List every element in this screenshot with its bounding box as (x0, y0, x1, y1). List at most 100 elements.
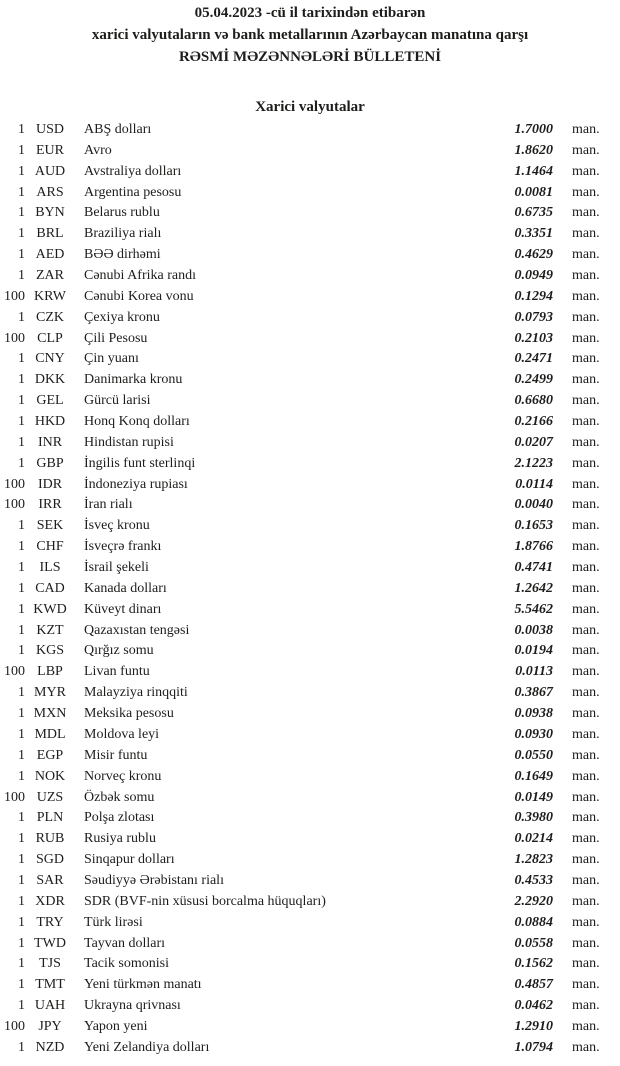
currency-rate: 1.0794 (514, 1039, 554, 1055)
currency-code: TRY (36, 914, 64, 930)
currency-code: SEK (36, 518, 64, 534)
currency-quantity: 1 (18, 455, 25, 471)
currency-rate: 0.0114 (515, 476, 553, 492)
currency-unit: man. (572, 372, 600, 388)
currency-unit: man. (572, 956, 600, 972)
currency-unit: man. (572, 580, 600, 596)
currency-quantity: 100 (4, 497, 25, 513)
currency-quantity: 1 (18, 122, 25, 137)
currency-code: CAD (35, 580, 65, 596)
currency-name: Malayziya rinqqiti (84, 685, 188, 701)
currency-code: DKK (34, 372, 66, 388)
currency-unit: man. (572, 685, 600, 701)
currency-rate: 0.1562 (514, 956, 554, 972)
bulletin-title: RƏSMİ MƏZƏNNƏLƏRİ BÜLLETENİ (178, 49, 442, 65)
currency-code: PLN (36, 810, 64, 826)
currency-name: Yapon yeni (84, 1018, 148, 1034)
table-row: 1 MDL Moldova leyi 0.0930 man. (0, 725, 612, 746)
currency-unit: man. (572, 831, 600, 847)
currency-quantity: 1 (18, 977, 25, 993)
bulletin-header: 05.04.2023 -cü il tarixindən etibarən xa… (0, 0, 620, 68)
table-row: 1 GEL Gürcü larisi 0.6680 man. (0, 391, 612, 412)
currency-name: Çexiya kronu (84, 309, 160, 325)
currency-code: EGP (36, 747, 64, 763)
table-row: 1 CNY Çin yuanı 0.2471 man. (0, 349, 612, 370)
currency-unit: man. (572, 768, 600, 784)
currency-name: Qazaxıstan tengəsi (84, 622, 190, 638)
currency-quantity: 1 (18, 268, 25, 284)
currency-unit: man. (572, 288, 600, 304)
currency-rate: 0.4533 (514, 872, 554, 888)
currency-rate: 0.1294 (514, 288, 554, 304)
currency-quantity: 1 (18, 1039, 25, 1055)
currency-code: TMT (35, 977, 65, 993)
currency-rate: 0.0793 (514, 309, 554, 325)
currency-name: ABŞ dolları (84, 122, 152, 137)
currency-name: İran rialı (84, 497, 133, 513)
currency-rate: 0.0930 (514, 726, 554, 742)
table-row: 100 LBP Livan funtu 0.0113 man. (0, 662, 612, 683)
currency-name: Hindistan rupisi (84, 434, 174, 450)
table-row: 1 TJS Tacik somonisi 0.1562 man. (0, 954, 612, 975)
table-row: 1 NOK Norveç kronu 0.1649 man. (0, 767, 612, 788)
currency-unit: man. (572, 351, 600, 367)
table-row: 1 ZAR Cənubi Afrika randı 0.0949 man. (0, 266, 612, 287)
currency-quantity: 100 (4, 664, 25, 680)
table-row: 100 UZS Özbək somu 0.0149 man. (0, 788, 612, 809)
currency-quantity: 1 (18, 539, 25, 555)
currency-quantity: 1 (18, 205, 25, 221)
currency-rate: 2.2920 (514, 893, 554, 909)
table-row: 1 BYN Belarus rublu 0.6735 man. (0, 203, 612, 224)
table-row: 1 KGS Qırğız somu 0.0194 man. (0, 641, 612, 662)
currency-quantity: 1 (18, 518, 25, 534)
currency-code: RUB (35, 831, 65, 847)
currency-code: AED (35, 247, 65, 263)
currency-unit: man. (572, 872, 600, 888)
currency-unit: man. (572, 330, 600, 346)
currency-quantity: 1 (18, 434, 25, 450)
currency-rate: 0.0207 (514, 434, 554, 450)
currency-code: NZD (35, 1039, 65, 1055)
currency-unit: man. (572, 163, 600, 179)
currency-name: Özbək somu (84, 789, 155, 805)
table-row: 1 PLN Polşa zlotası 0.3980 man. (0, 808, 612, 829)
currency-code: KWD (33, 601, 67, 617)
currency-quantity: 100 (4, 789, 25, 805)
currency-name: İsveç kronu (84, 518, 150, 534)
currency-quantity: 1 (18, 872, 25, 888)
currency-unit: man. (572, 1039, 600, 1055)
table-row: 1 DKK Danimarka kronu 0.2499 man. (0, 370, 612, 391)
currency-name: İsrail şekeli (84, 560, 149, 576)
table-row: 100 IRR İran rialı 0.0040 man. (0, 495, 612, 516)
currency-name: Qırğız somu (84, 643, 154, 659)
currency-name: Tayvan dolları (84, 935, 166, 951)
currency-unit: man. (572, 998, 600, 1014)
currency-rate: 0.6680 (514, 393, 554, 409)
currency-name: Gürcü larisi (84, 393, 151, 409)
currency-name: Cənubi Korea vonu (84, 288, 194, 304)
table-row: 1 EUR Avro 1.8620 man. (0, 141, 612, 162)
table-row: 1 CZK Çexiya kronu 0.0793 man. (0, 308, 612, 329)
currency-code: AUD (34, 163, 66, 179)
currency-quantity: 1 (18, 706, 25, 722)
table-row: 1 SEK İsveç kronu 0.1653 man. (0, 516, 612, 537)
currency-quantity: 1 (18, 184, 25, 200)
currency-unit: man. (572, 747, 600, 763)
table-row: 1 CAD Kanada dolları 1.2642 man. (0, 579, 612, 600)
currency-rate: 0.0194 (514, 643, 554, 659)
currency-quantity: 1 (18, 893, 25, 909)
currency-name: Meksika pesosu (84, 706, 174, 722)
currency-rate: 0.0214 (514, 831, 554, 847)
currency-name: Avstraliya dolları (84, 163, 182, 179)
currency-rate: 0.0149 (514, 789, 554, 805)
effective-date-line: 05.04.2023 -cü il tarixindən etibarən (194, 5, 426, 21)
table-row: 1 MXN Meksika pesosu 0.0938 man. (0, 704, 612, 725)
currency-quantity: 1 (18, 372, 25, 388)
currency-unit: man. (572, 142, 600, 158)
table-row: 1 ARS Argentina pesosu 0.0081 man. (0, 183, 612, 204)
currency-rate: 1.2823 (514, 852, 554, 868)
currency-code: MYR (34, 685, 66, 701)
currency-name: SDR (BVF-nin xüsusi borcalma hüquqları) (84, 893, 326, 909)
table-row: 1 GBP İngilis funt sterlinqi 2.1223 man. (0, 454, 612, 475)
currency-unit: man. (572, 497, 600, 513)
